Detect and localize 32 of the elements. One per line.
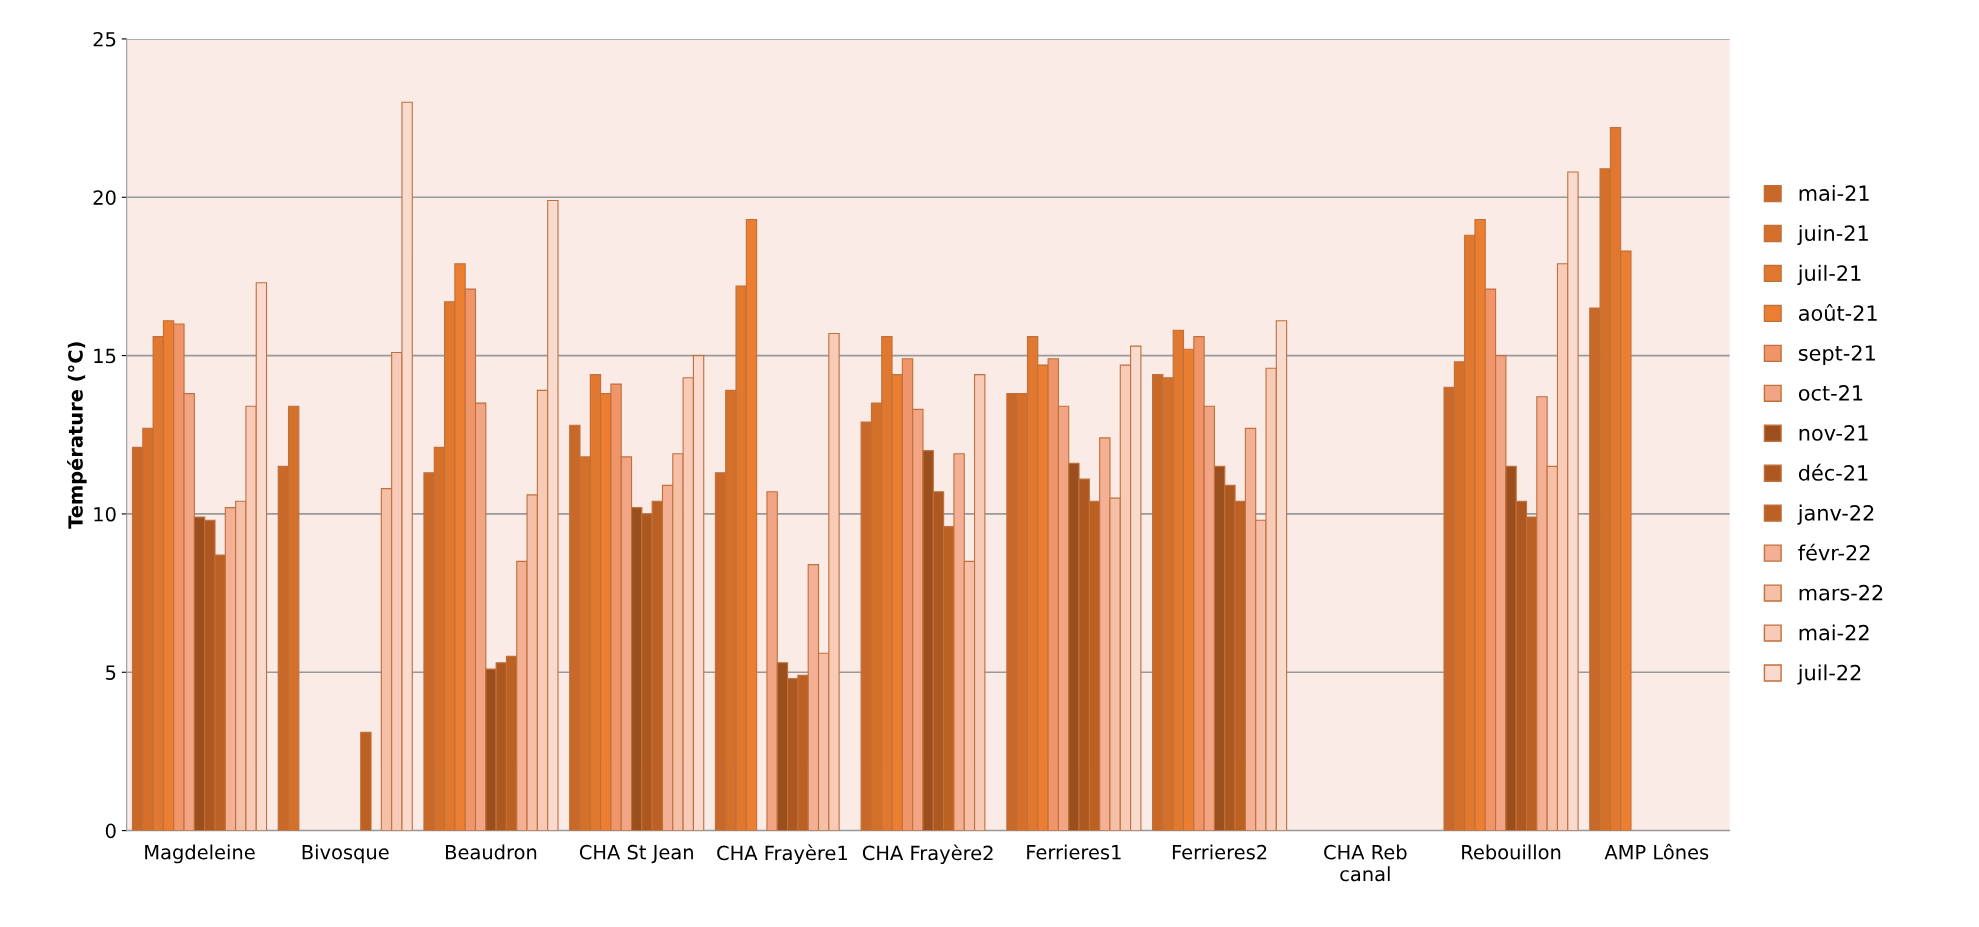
x-tick-label: Magdeleine	[145, 844, 255, 864]
y-tick-label: 25	[93, 31, 116, 47]
legend-label: oct-21	[1798, 385, 1863, 401]
legend-label: déc-21	[1798, 463, 1868, 481]
x-tick-label: CHA Frayère1	[717, 844, 847, 865]
x-tick-label: Rebouillon	[1462, 844, 1561, 860]
x-tick-label: CHA Reb canal	[1324, 844, 1407, 882]
y-tick-label: 20	[93, 190, 116, 205]
legend-label: mars-22	[1799, 584, 1883, 601]
y-tick-label: 10	[94, 506, 116, 522]
legend-label: juil-22	[1797, 664, 1861, 685]
x-tick-label: Beaudron	[446, 844, 537, 860]
legend-label: sept-21	[1798, 345, 1875, 365]
x-tick-label: Ferrieres1	[1027, 844, 1121, 860]
legend-label: mai-22	[1799, 624, 1869, 641]
y-tick-label: 0	[105, 823, 116, 839]
x-tick-label: AMP Lônes	[1604, 843, 1709, 860]
legend-label: mai-21	[1799, 184, 1869, 202]
y-tick-label: 5	[106, 665, 116, 680]
x-tick-label: CHA St Jean	[579, 844, 693, 864]
legend-label: août-21	[1799, 303, 1877, 321]
bar	[360, 731, 372, 831]
legend-label: janv-22	[1797, 504, 1874, 525]
x-tick-label: Bivosque	[302, 844, 389, 864]
legend-label: juil-21	[1797, 264, 1861, 286]
y-tick-label: 15	[94, 348, 116, 364]
legend-label: févr-22	[1798, 543, 1870, 561]
x-tick-label: Ferrieres2	[1172, 844, 1267, 860]
legend-label: juin-21	[1797, 224, 1868, 246]
x-tick-label: CHA Frayère2	[862, 844, 993, 865]
y-axis-title: Température (°C)	[67, 342, 87, 529]
legend-label: nov-21	[1799, 425, 1868, 441]
